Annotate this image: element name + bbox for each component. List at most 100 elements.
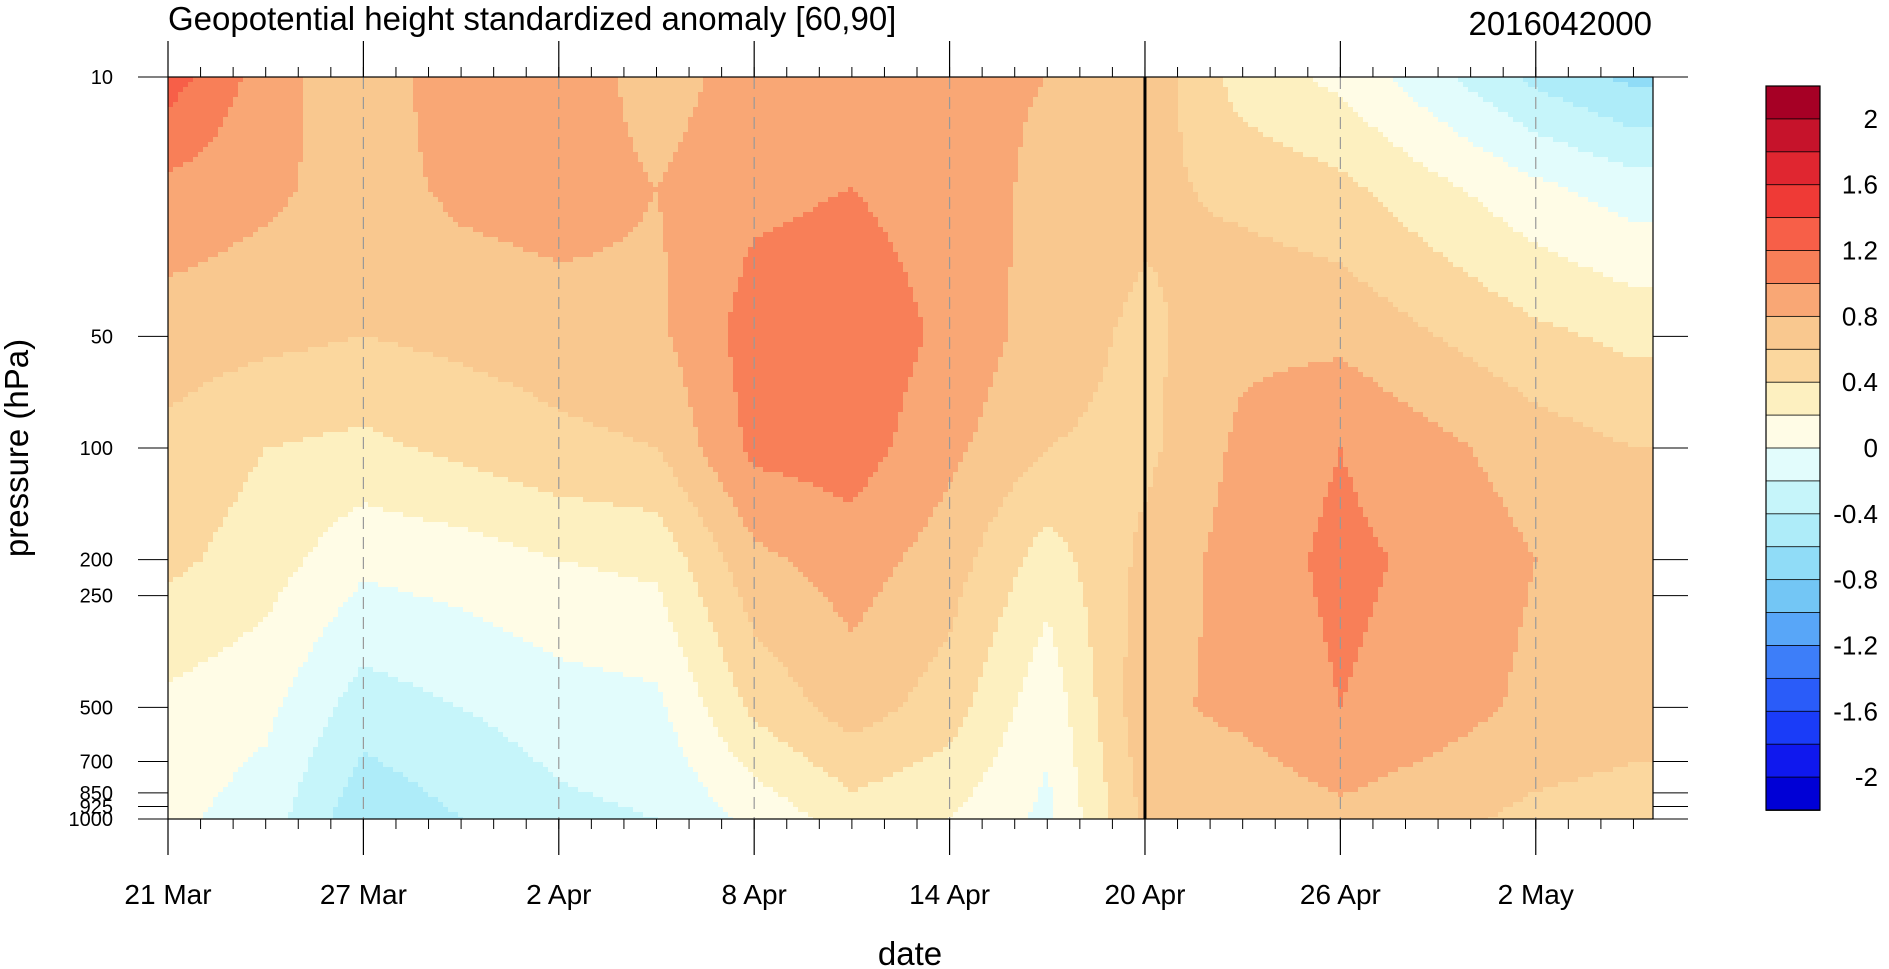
field-cell (173, 367, 179, 373)
field-cell (243, 592, 249, 598)
field-cell (183, 662, 189, 668)
field-cell (243, 327, 249, 333)
field-cell (218, 482, 224, 488)
field-cell (283, 457, 289, 463)
field-cell (243, 437, 249, 443)
field-cell (223, 482, 229, 488)
field-cell (208, 572, 214, 578)
field-cell (208, 447, 214, 453)
field-cell (223, 567, 229, 573)
field-cell (223, 632, 229, 638)
field-cell (268, 762, 274, 768)
field-cell (198, 422, 204, 428)
field-cell (288, 712, 294, 718)
field-cell (263, 617, 269, 623)
field-cell (243, 702, 249, 708)
field-cell (203, 122, 209, 128)
field-cell (268, 732, 274, 738)
field-cell (228, 377, 234, 383)
field-cell (213, 557, 219, 563)
field-cell (238, 737, 244, 743)
field-cell (188, 567, 194, 573)
field-cell (223, 427, 229, 433)
field-cell (228, 512, 234, 518)
field-cell (198, 447, 204, 453)
field-cell (228, 697, 234, 703)
field-cell (168, 347, 174, 353)
field-cell (218, 182, 224, 188)
field-cell (233, 142, 239, 148)
field-cell (203, 687, 209, 693)
field-cell (288, 782, 294, 788)
field-cell (208, 532, 214, 538)
field-cell (263, 392, 269, 398)
field-cell (208, 297, 214, 303)
field-cell (188, 682, 194, 688)
field-cell (243, 462, 249, 468)
field-cell (253, 467, 259, 473)
field-cell (243, 662, 249, 668)
field-cell (223, 432, 229, 438)
field-cell (283, 312, 289, 318)
field-cell (198, 222, 204, 228)
field-cell (198, 547, 204, 553)
field-cell (293, 477, 299, 483)
field-cell (288, 572, 294, 578)
field-cell (173, 217, 179, 223)
field-cell (213, 427, 219, 433)
field-cell (188, 267, 194, 273)
field-cell (168, 492, 174, 498)
field-cell (278, 507, 284, 513)
field-cell (188, 692, 194, 698)
field-cell (168, 512, 174, 518)
field-cell (183, 772, 189, 778)
field-cell (233, 387, 239, 393)
field-cell (188, 127, 194, 133)
field-cell (273, 482, 279, 488)
field-cell (183, 287, 189, 293)
field-cell (293, 457, 299, 463)
field-cell (223, 202, 229, 208)
field-cell (193, 757, 199, 763)
field-cell (278, 657, 284, 663)
field-cell (268, 297, 274, 303)
field-cell (168, 92, 174, 98)
field-cell (293, 487, 299, 493)
field-cell (268, 312, 274, 318)
field-cell (168, 112, 174, 118)
field-cell (293, 557, 299, 563)
field-cell (178, 112, 184, 118)
field-cell (263, 642, 269, 648)
field-cell (188, 627, 194, 633)
field-cell (283, 192, 289, 198)
field-cell (223, 147, 229, 153)
field-cell (263, 632, 269, 638)
field-cell (228, 402, 234, 408)
field-cell (238, 327, 244, 333)
field-cell (193, 737, 199, 743)
field-cell (283, 632, 289, 638)
field-cell (168, 167, 174, 173)
field-cell (293, 217, 299, 223)
field-cell (273, 297, 279, 303)
field-cell (218, 602, 224, 608)
field-cell (273, 452, 279, 458)
field-cell (233, 467, 239, 473)
field-cell (238, 217, 244, 223)
field-cell (278, 372, 284, 378)
field-cell (198, 397, 204, 403)
field-cell (268, 657, 274, 663)
field-cell (168, 697, 174, 703)
field-cell (198, 472, 204, 478)
field-cell (228, 337, 234, 343)
field-cell (283, 87, 289, 93)
field-cell (198, 637, 204, 643)
field-cell (298, 292, 304, 298)
field-cell (263, 502, 269, 508)
field-cell (268, 427, 274, 433)
field-cell (258, 672, 264, 678)
field-cell (218, 752, 224, 758)
field-cell (278, 157, 284, 163)
field-cell (283, 487, 289, 493)
field-cell (263, 102, 269, 108)
